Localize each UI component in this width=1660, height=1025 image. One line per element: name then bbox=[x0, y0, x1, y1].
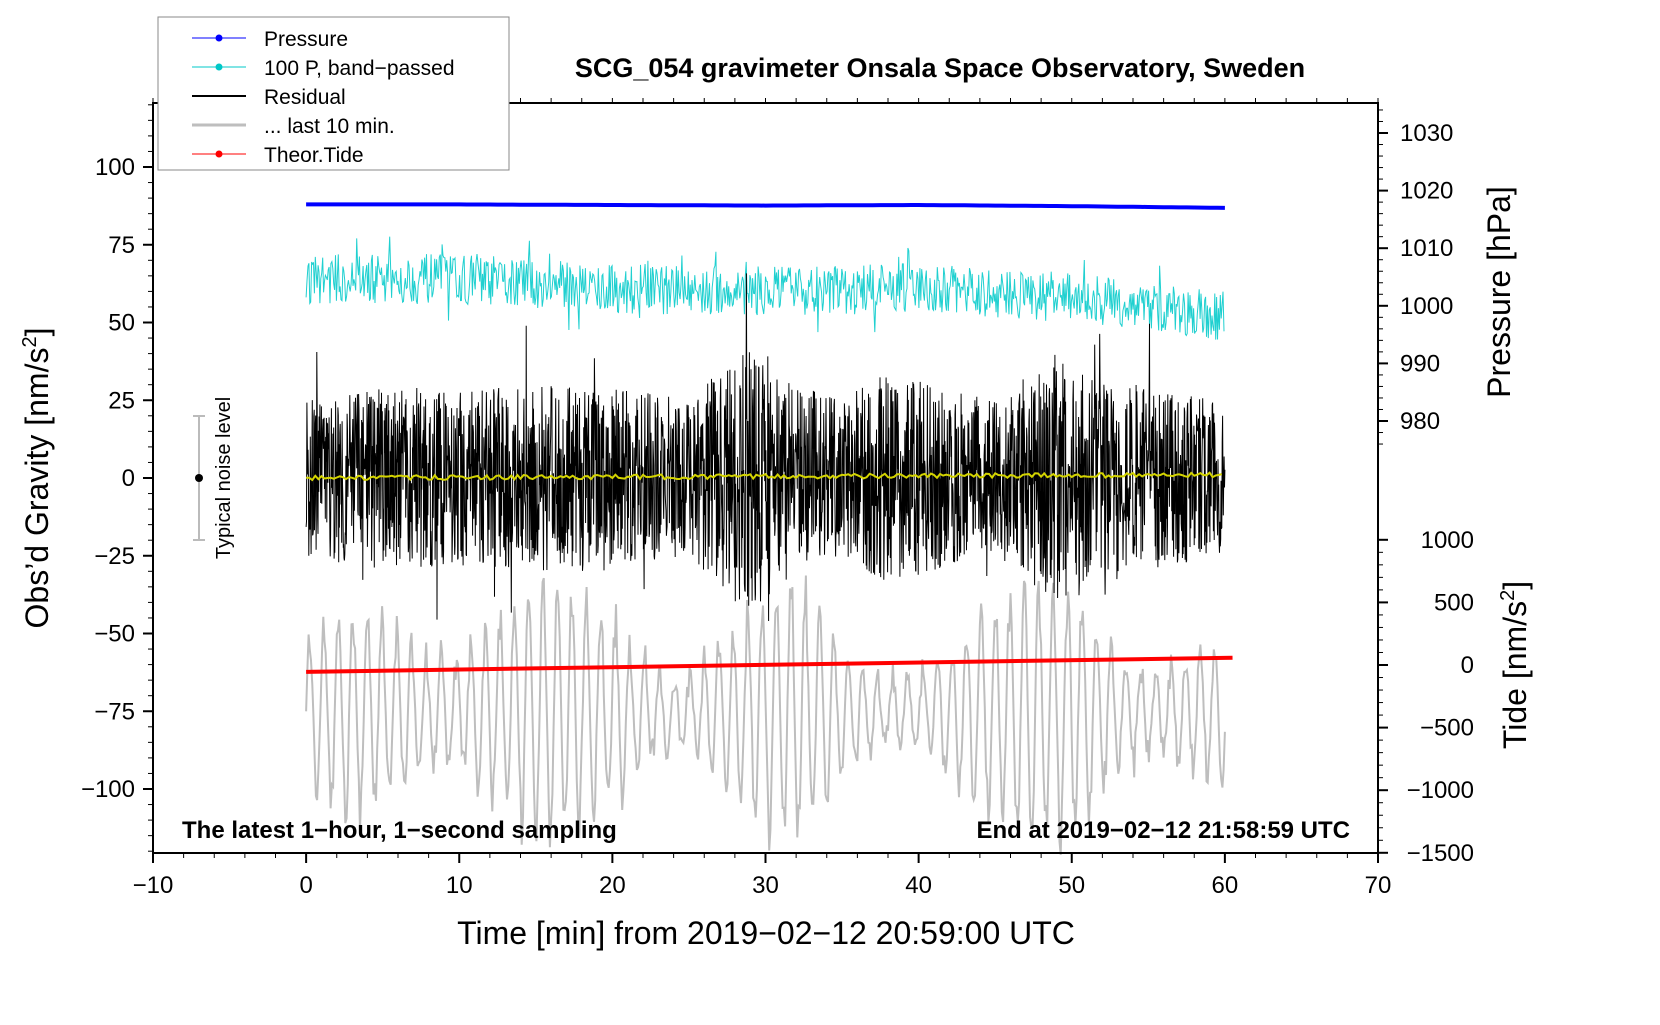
x-tick-label: 60 bbox=[1212, 872, 1239, 899]
noise-level-label: Typical noise level bbox=[213, 397, 235, 559]
x-tick-label: 10 bbox=[446, 872, 473, 899]
noise-level-indicator: Typical noise level bbox=[193, 397, 235, 559]
band-passed-series bbox=[305, 236, 1225, 340]
tide-tick-label: −1500 bbox=[1407, 840, 1474, 867]
pressure-tick-label: 980 bbox=[1400, 408, 1440, 435]
x-tick-label: −10 bbox=[133, 872, 174, 899]
y-left-tick-label: −75 bbox=[94, 698, 135, 725]
y-left-tick-label: 25 bbox=[108, 387, 135, 414]
chart-title: SCG_054 gravimeter Onsala Space Observat… bbox=[575, 53, 1305, 83]
x-axis-label: Time [min] from 2019−02−12 20:59:00 UTC bbox=[457, 915, 1075, 951]
legend-label: Residual bbox=[264, 86, 346, 109]
tide-tick-label: −500 bbox=[1420, 715, 1474, 742]
legend-label: Pressure bbox=[264, 28, 348, 51]
y-axis-pressure-label: Pressure [hPa] bbox=[1481, 186, 1517, 398]
annotation-end-time: End at 2019−02−12 21:58:59 UTC bbox=[976, 817, 1350, 844]
legend: Pressure 100 P, band−passed Residual ... la… bbox=[157, 16, 510, 171]
tide-tick-label: 500 bbox=[1434, 589, 1474, 616]
plot-area bbox=[305, 202, 1233, 855]
pressure-series bbox=[306, 202, 1225, 210]
legend-label: 100 P, band−passed bbox=[264, 57, 455, 80]
y-axis-left-label: Obs’d Gravity [nm/s2] bbox=[19, 328, 55, 629]
last-10-min-series bbox=[305, 575, 1226, 855]
legend-label: Theor.Tide bbox=[264, 144, 364, 167]
pressure-tick-label: 1000 bbox=[1400, 293, 1453, 320]
y-left-tick-label: −25 bbox=[94, 543, 135, 570]
y-left-tick-label: 100 bbox=[95, 154, 135, 181]
x-tick-label: 70 bbox=[1365, 872, 1392, 899]
x-tick-label: 30 bbox=[752, 872, 779, 899]
residual-series bbox=[305, 273, 1226, 622]
tide-tick-label: 1000 bbox=[1421, 527, 1474, 554]
legend-marker bbox=[215, 63, 223, 71]
y-axis-tide-label: Tide [nm/s2] bbox=[1497, 581, 1533, 749]
annotation-sampling: The latest 1−hour, 1−second sampling bbox=[182, 817, 617, 844]
x-tick-label: 50 bbox=[1058, 872, 1085, 899]
pressure-tick-label: 1010 bbox=[1400, 235, 1453, 262]
pressure-tick-label: 990 bbox=[1400, 350, 1440, 377]
x-tick-label: 40 bbox=[905, 872, 932, 899]
y-left-tick-label: 0 bbox=[122, 465, 135, 492]
pressure-tick-label: 1020 bbox=[1400, 178, 1453, 205]
pressure-tick-label: 1030 bbox=[1400, 120, 1453, 147]
y-left-tick-label: 75 bbox=[108, 232, 135, 259]
y-left-tick-label: −100 bbox=[81, 776, 135, 803]
x-tick-label: 20 bbox=[599, 872, 626, 899]
legend-marker bbox=[215, 34, 223, 42]
tide-tick-label: 0 bbox=[1461, 652, 1474, 679]
tide-tick-label: −1000 bbox=[1407, 777, 1474, 804]
smoothed-residual-series bbox=[306, 471, 1223, 482]
theor-tide-series bbox=[306, 655, 1233, 674]
legend-label: ... last 10 min. bbox=[264, 115, 395, 138]
x-tick-label: 0 bbox=[299, 872, 312, 899]
legend-marker bbox=[215, 150, 223, 158]
y-left-tick-label: −50 bbox=[94, 621, 135, 648]
y-left-tick-label: 50 bbox=[108, 310, 135, 337]
